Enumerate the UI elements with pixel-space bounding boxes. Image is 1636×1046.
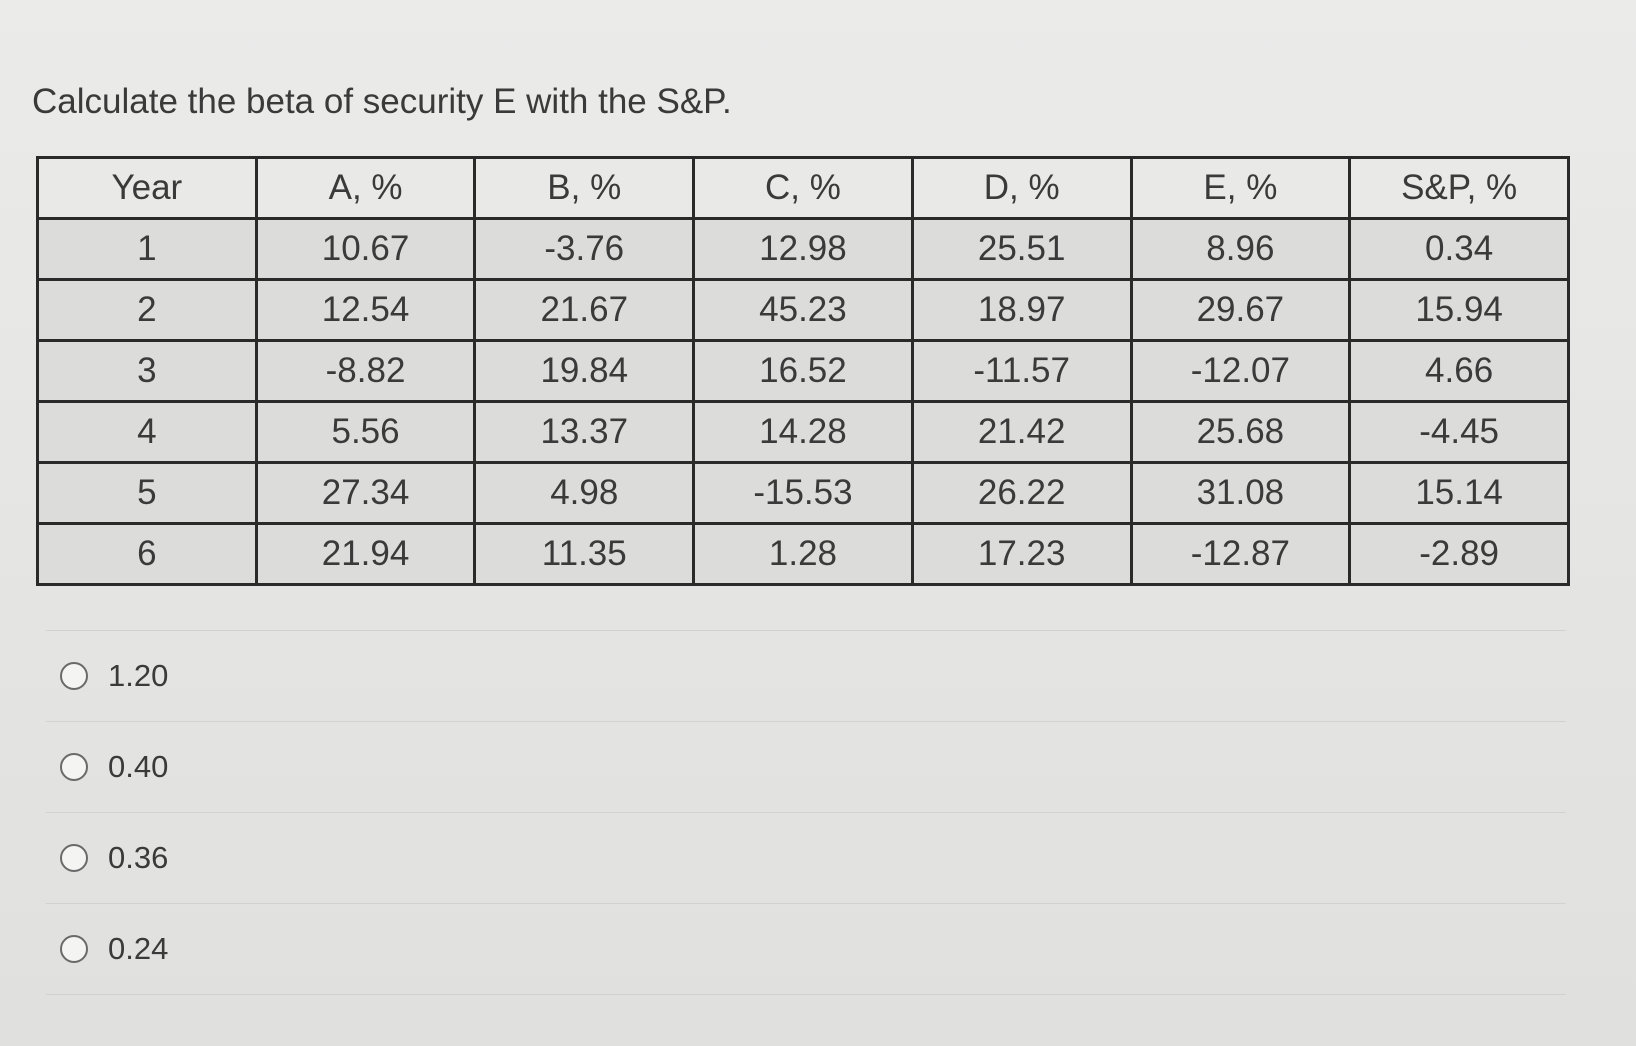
table-cell: -3.76 (473, 217, 696, 281)
answer-option-label: 1.20 (108, 658, 169, 693)
table-cell: 2 (36, 278, 258, 342)
table-cell: 18.97 (910, 278, 1133, 342)
table-cell: 4.66 (1348, 339, 1570, 403)
table-cell: -8.82 (254, 339, 477, 403)
table-cell: 21.67 (473, 278, 696, 342)
table-cell: 26.22 (910, 461, 1133, 525)
table-cell: 21.94 (254, 522, 477, 586)
table-cell: 25.68 (1129, 400, 1352, 464)
returns-table: Year A, % B, % C, % D, % E, % S&P, % 1 1… (36, 156, 1570, 586)
header-d: D, % (910, 156, 1133, 220)
table-cell: -11.57 (910, 339, 1133, 403)
answer-option[interactable]: 0.40 (46, 721, 1566, 812)
table-cell: 15.94 (1348, 278, 1570, 342)
table-cell: 1.28 (692, 522, 914, 586)
answer-option-label: 0.40 (108, 749, 169, 784)
table-cell: 0.34 (1348, 217, 1570, 281)
table-cell: 3 (36, 339, 258, 403)
table-cell: -12.87 (1129, 522, 1352, 586)
radio-button-icon[interactable] (60, 844, 88, 872)
table-cell: 11.35 (473, 522, 696, 586)
table-cell: -15.53 (692, 461, 914, 525)
header-year: Year (36, 156, 258, 220)
header-b: B, % (473, 156, 696, 220)
table-row: 2 12.54 21.67 45.23 18.97 29.67 15.94 (36, 278, 1570, 342)
table-cell: 1 (36, 217, 258, 281)
table-cell: 12.98 (692, 217, 914, 281)
table-row: 5 27.34 4.98 -15.53 26.22 31.08 15.14 (36, 461, 1570, 525)
table-cell: 25.51 (910, 217, 1133, 281)
answer-option-label: 0.36 (108, 840, 169, 875)
table-cell: 19.84 (473, 339, 696, 403)
table-cell: 6 (36, 522, 258, 586)
table-cell: 45.23 (692, 278, 914, 342)
table-cell: 21.42 (910, 400, 1133, 464)
table-cell: 8.96 (1129, 217, 1352, 281)
table-cell: 29.67 (1129, 278, 1352, 342)
header-e: E, % (1129, 156, 1352, 220)
table-cell: 10.67 (254, 217, 477, 281)
table-cell: 14.28 (692, 400, 914, 464)
question-text: Calculate the beta of security E with th… (32, 82, 732, 121)
table-row: 4 5.56 13.37 14.28 21.42 25.68 -4.45 (36, 400, 1570, 464)
table-cell: 5.56 (254, 400, 477, 464)
table-row: 6 21.94 11.35 1.28 17.23 -12.87 -2.89 (36, 522, 1570, 586)
table-cell: 4.98 (473, 461, 696, 525)
answer-options: 1.20 0.40 0.36 0.24 (46, 630, 1566, 995)
header-c: C, % (692, 156, 914, 220)
radio-button-icon[interactable] (60, 753, 88, 781)
header-a: A, % (254, 156, 477, 220)
radio-button-icon[interactable] (60, 935, 88, 963)
table-cell: 12.54 (254, 278, 477, 342)
table-cell: 27.34 (254, 461, 477, 525)
table-header-row: Year A, % B, % C, % D, % E, % S&P, % (36, 156, 1570, 220)
table-cell: 5 (36, 461, 258, 525)
table-cell: -4.45 (1348, 400, 1570, 464)
header-sp: S&P, % (1348, 156, 1570, 220)
answer-option-label: 0.24 (108, 931, 169, 966)
table-cell: 13.37 (473, 400, 696, 464)
answer-option[interactable]: 0.24 (46, 903, 1566, 995)
table-row: 3 -8.82 19.84 16.52 -11.57 -12.07 4.66 (36, 339, 1570, 403)
table-cell: 4 (36, 400, 258, 464)
answer-option[interactable]: 0.36 (46, 812, 1566, 903)
table-row: 1 10.67 -3.76 12.98 25.51 8.96 0.34 (36, 217, 1570, 281)
table-cell: -12.07 (1129, 339, 1352, 403)
table-cell: 15.14 (1348, 461, 1570, 525)
table-cell: 17.23 (910, 522, 1133, 586)
table-cell: -2.89 (1348, 522, 1570, 586)
table-cell: 31.08 (1129, 461, 1352, 525)
radio-button-icon[interactable] (60, 662, 88, 690)
answer-option[interactable]: 1.20 (46, 630, 1566, 721)
table-cell: 16.52 (692, 339, 914, 403)
